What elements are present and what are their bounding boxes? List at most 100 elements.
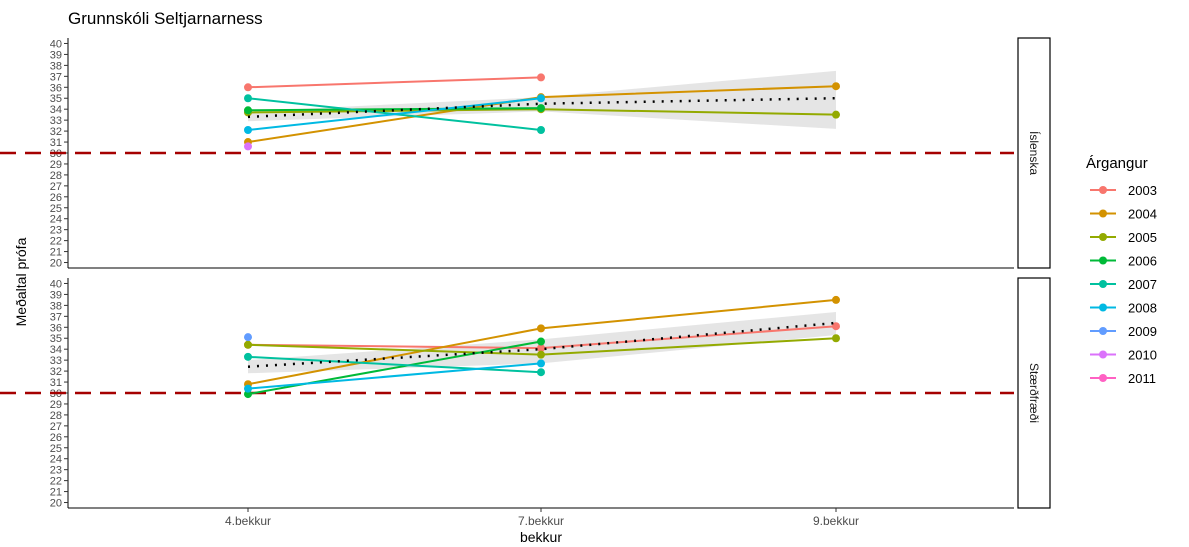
series-line-2006 [247, 107, 542, 112]
y-tick-label: 24 [50, 214, 62, 226]
y-tick-label: 33 [50, 355, 62, 367]
y-tick-label: 36 [50, 82, 62, 94]
y-tick-label: 21 [50, 247, 62, 259]
legend-title: Árgangur [1086, 155, 1148, 172]
legend-label: 2003 [1128, 183, 1157, 198]
y-tick-label: 21 [50, 487, 62, 499]
legend-label: 2007 [1128, 277, 1157, 292]
chart-title: Grunnskóli Seltjarnarness [68, 9, 263, 28]
legend-key-point [1099, 350, 1107, 359]
data-point-2007 [244, 352, 252, 361]
y-tick-label: 22 [50, 236, 62, 248]
y-tick-label: 39 [50, 289, 62, 301]
data-point-2004 [832, 82, 840, 91]
data-point-2004 [537, 324, 545, 333]
y-tick-label: 29 [50, 399, 62, 411]
series-line-2008 [247, 97, 542, 131]
data-point-2007 [537, 368, 545, 377]
series-line-2007 [247, 355, 542, 374]
data-point-2006 [244, 106, 252, 115]
data-point-2008 [537, 94, 545, 103]
y-tick-label: 33 [50, 115, 62, 127]
series-line-2003 [247, 76, 542, 89]
y-tick-label: 34 [50, 344, 62, 356]
y-tick-label: 40 [50, 278, 62, 290]
legend-key-point [1099, 280, 1107, 288]
y-tick-label: 23 [50, 225, 62, 237]
data-point-2006 [537, 337, 545, 346]
x-tick-label: 4.bekkur [225, 514, 271, 528]
y-tick-label: 39 [50, 49, 62, 61]
legend-key-point [1099, 233, 1107, 241]
y-tick-label: 38 [50, 60, 62, 72]
data-point-2005 [832, 334, 840, 343]
data-point-2007 [244, 94, 252, 103]
legend-label: 2006 [1128, 254, 1157, 269]
legend-key-point [1099, 256, 1107, 265]
data-point-2005 [832, 110, 840, 119]
data-point-2010 [244, 142, 252, 151]
y-tick-label: 29 [50, 159, 62, 171]
data-point-2004 [832, 295, 840, 304]
y-tick-label: 25 [50, 443, 62, 455]
data-point-2006 [537, 104, 545, 113]
legend-label: 2004 [1128, 207, 1157, 222]
x-axis-title: bekkur [520, 529, 562, 545]
data-point-2008 [244, 384, 252, 393]
y-tick-label: 37 [50, 71, 62, 83]
legend-label: 2009 [1128, 324, 1157, 339]
data-point-2009 [244, 333, 252, 342]
legend-label: 2005 [1128, 230, 1157, 245]
y-tick-label: 37 [50, 311, 62, 323]
legend-label: 2011 [1128, 371, 1156, 386]
series-line-2008 [247, 362, 542, 390]
data-point-2005 [244, 340, 252, 349]
y-tick-label: 32 [50, 366, 62, 378]
y-tick-label: 32 [50, 126, 62, 138]
y-tick-label: 25 [50, 203, 62, 215]
y-tick-label: 20 [50, 258, 62, 270]
y-tick-label: 36 [50, 322, 62, 334]
y-axis-title: Meðaltal prófa [13, 237, 29, 326]
facet-label: Stærðfræði [1027, 363, 1041, 423]
y-tick-label: 27 [50, 421, 62, 433]
data-point-2008 [537, 359, 545, 368]
y-tick-label: 23 [50, 465, 62, 477]
y-tick-label: 31 [50, 377, 62, 389]
legend-key-point [1099, 374, 1107, 382]
legend: 2003 2004 2005 2006 2007 2008 2009 2010 2011 [1090, 183, 1157, 386]
y-tick-label: 22 [50, 476, 62, 488]
data-point-2005 [537, 350, 545, 359]
y-tick-label: 20 [50, 498, 62, 510]
x-tick-label: 7.bekkur [518, 514, 564, 528]
x-tick-label: 9.bekkur [813, 514, 859, 528]
panels: 2021222324252627282930313233343536373839… [0, 37, 1051, 528]
y-tick-label: 31 [50, 137, 62, 149]
panel-2: 2021222324252627282930313233343536373839… [0, 277, 1051, 510]
y-tick-label: 26 [50, 432, 62, 444]
y-tick-label: 27 [50, 181, 62, 193]
legend-label: 2010 [1128, 348, 1157, 363]
data-point-2003 [537, 344, 545, 353]
legend-key-point [1099, 209, 1107, 218]
facet-strip [1017, 37, 1051, 269]
y-tick-label: 38 [50, 300, 62, 312]
y-tick-label: 28 [50, 170, 62, 182]
data-point-2003 [244, 83, 252, 92]
data-point-2006 [244, 390, 252, 399]
y-tick-label: 35 [50, 93, 62, 105]
y-tick-label: 35 [50, 333, 62, 345]
legend-key-point [1099, 303, 1107, 312]
facet-strip [1017, 277, 1051, 509]
panel-1: 2021222324252627282930313233343536373839… [0, 37, 1051, 270]
data-point-2007 [537, 126, 545, 134]
y-tick-label: 26 [50, 192, 62, 204]
data-point-2003 [537, 73, 545, 82]
y-tick-label: 34 [50, 104, 62, 116]
facet-label: Íslenska [1027, 131, 1042, 175]
y-tick-label: 28 [50, 410, 62, 422]
data-point-2008 [244, 126, 252, 134]
legend-key-point [1099, 186, 1107, 194]
y-tick-label: 40 [50, 38, 62, 50]
